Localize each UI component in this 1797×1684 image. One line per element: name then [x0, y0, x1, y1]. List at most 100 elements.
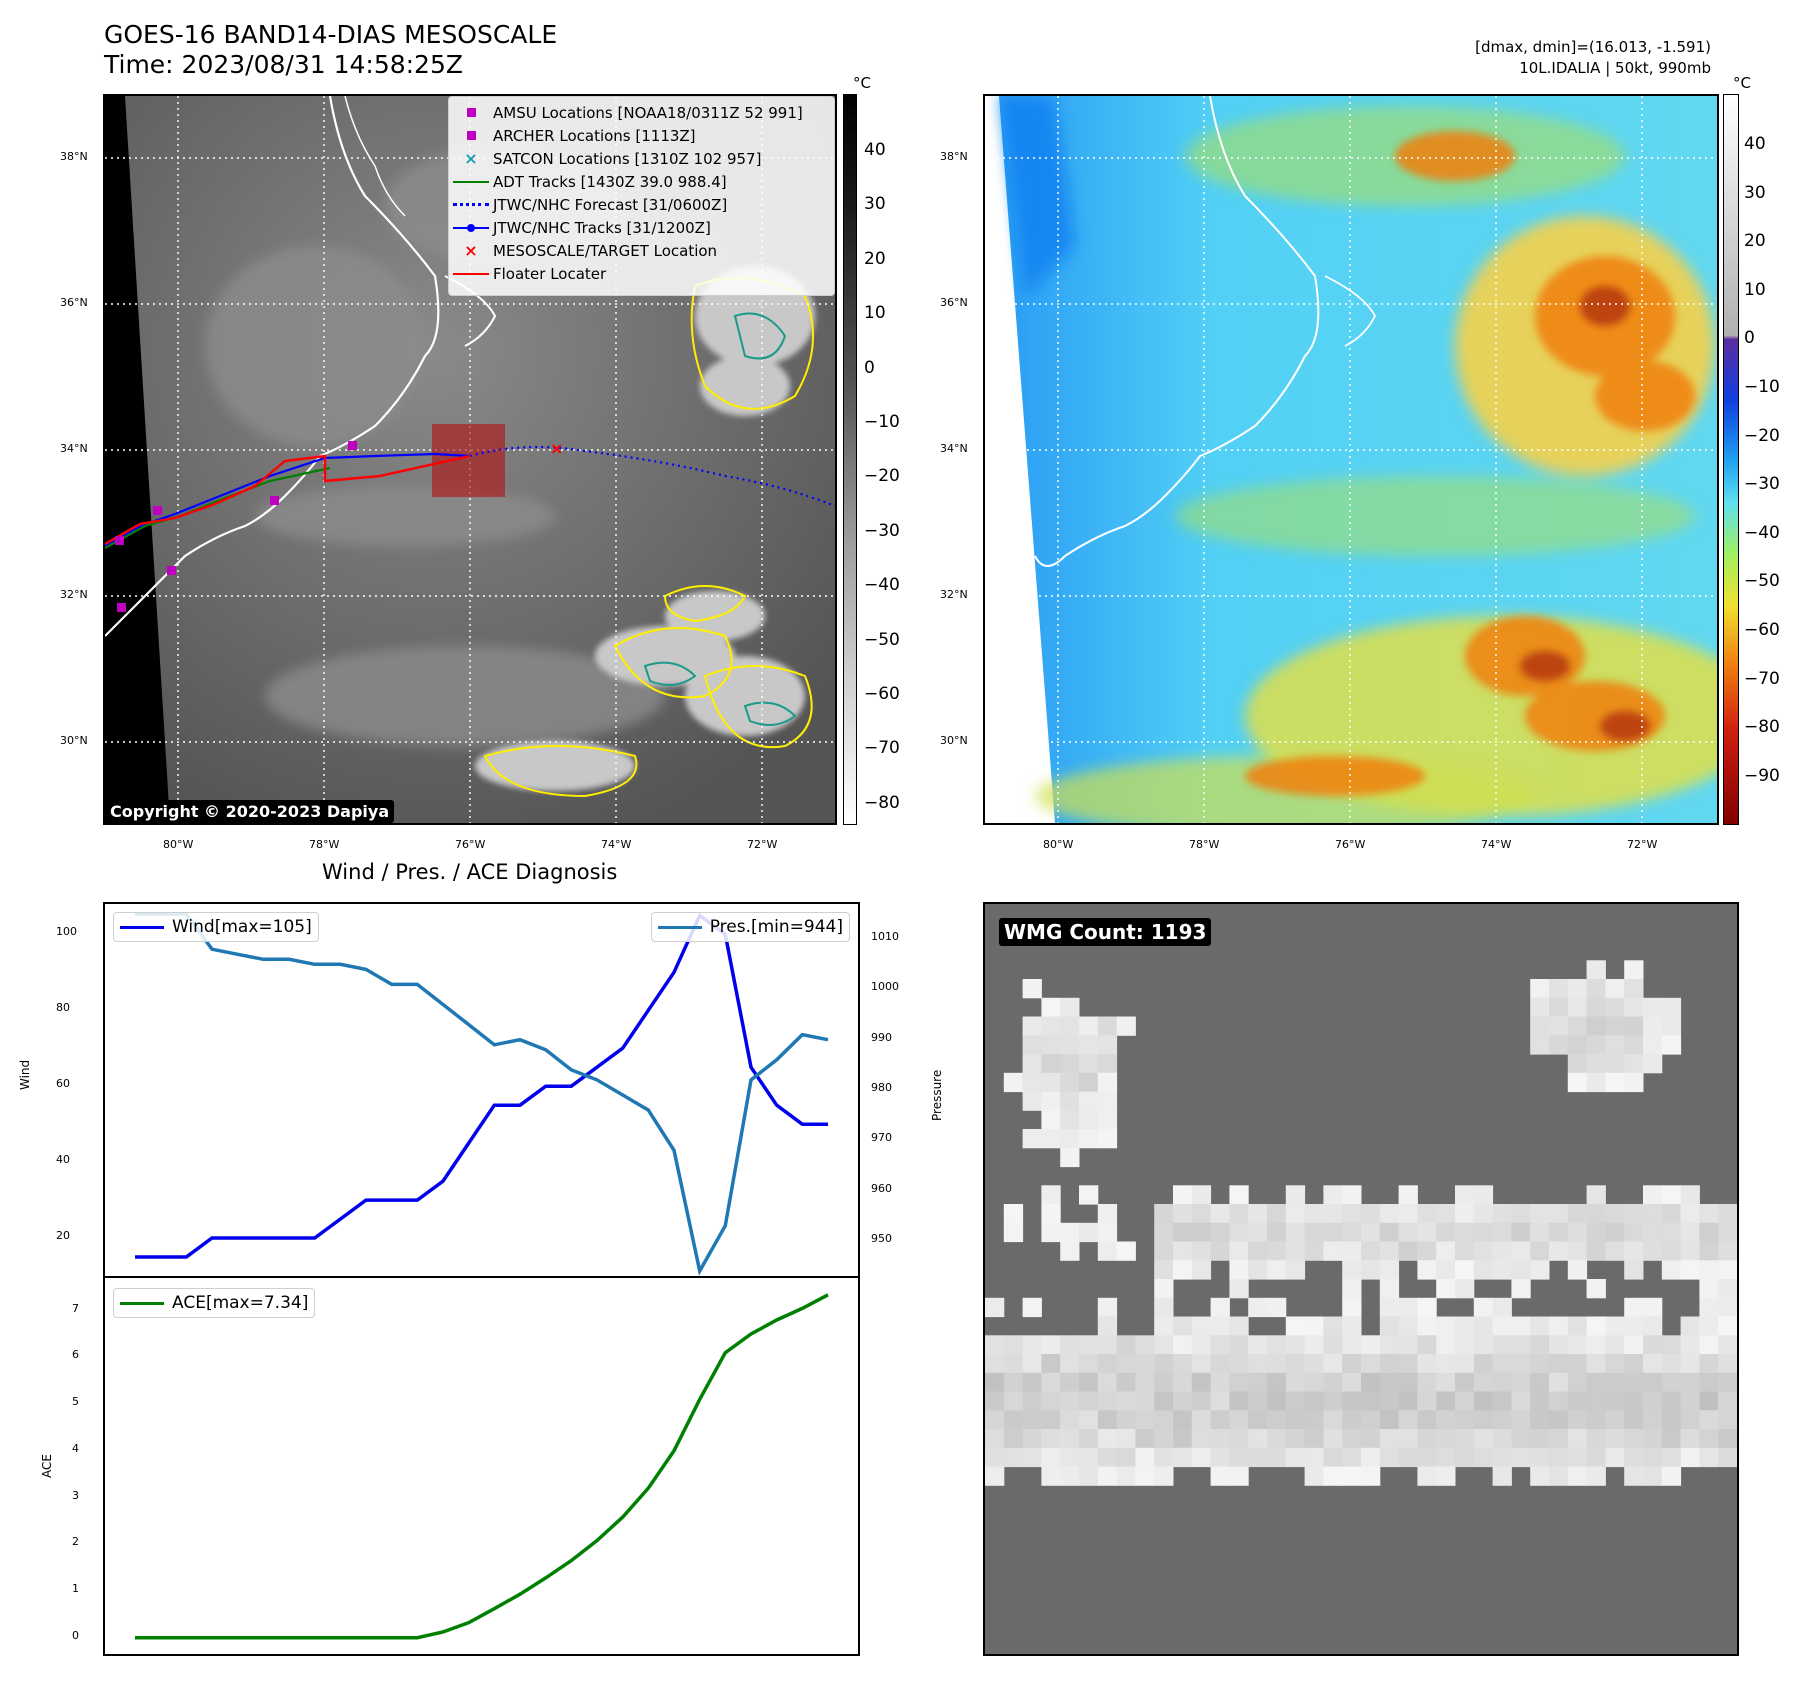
wmg-cell — [1060, 1410, 1080, 1430]
wmg-cell — [1267, 1335, 1287, 1355]
wmg-cell — [1248, 1335, 1268, 1355]
wmg-cell — [1455, 1279, 1475, 1299]
wmg-cell — [985, 1372, 1005, 1393]
wmg-cell — [1549, 1354, 1569, 1374]
wmg-cell — [1097, 1410, 1118, 1430]
wmg-cell — [1680, 1222, 1700, 1243]
wmg-cell — [1003, 1222, 1024, 1243]
wmg-cell — [1361, 1372, 1381, 1393]
wmg-cell — [1323, 1410, 1343, 1430]
wmg-cell — [1173, 1410, 1193, 1430]
wmg-cell — [1135, 1354, 1155, 1374]
wmg-cell — [1097, 1297, 1118, 1318]
wmg-cell — [1022, 1391, 1042, 1411]
wmg-cell — [1379, 1447, 1400, 1468]
wmg-cell — [1323, 1372, 1343, 1393]
wmg-cell — [1079, 1072, 1099, 1093]
pressure-tick-label: 980 — [871, 1081, 892, 1094]
wmg-cell — [1060, 1391, 1080, 1411]
wmg-cell — [1643, 1372, 1663, 1393]
wmg-cell — [1154, 1429, 1174, 1449]
wmg-cell — [1210, 1466, 1230, 1486]
wmg-cell — [1041, 1410, 1061, 1430]
wmg-cell — [1436, 1447, 1456, 1468]
wmg-cell — [1586, 979, 1606, 999]
pressure-tick-label: 950 — [871, 1231, 892, 1245]
wmg-cell — [1154, 1372, 1174, 1393]
wmg-cell — [1624, 997, 1644, 1018]
wmg-cell — [1586, 1391, 1606, 1411]
lon-label-72-right: 72°W — [1627, 838, 1658, 851]
wmg-cell — [1643, 1204, 1663, 1224]
wmg-cell — [1586, 1222, 1606, 1243]
gray-colorbar-tick: −60 — [864, 684, 900, 704]
wmg-cell — [1643, 1316, 1663, 1336]
wmg-cell — [1643, 1185, 1663, 1205]
wmg-cell — [1624, 1035, 1644, 1055]
wmg-cell — [1624, 1072, 1644, 1093]
wmg-cell — [1718, 1447, 1737, 1468]
wmg-cell — [1022, 1429, 1042, 1449]
wmg-cell — [1586, 1035, 1606, 1055]
wmg-cell — [1530, 1035, 1550, 1055]
wmg-cell — [1661, 1354, 1682, 1374]
wmg-cell — [1022, 1054, 1042, 1074]
wmg-cell — [1097, 1204, 1118, 1224]
wmg-cell — [1530, 1222, 1550, 1243]
wmg-cell — [1041, 1091, 1061, 1111]
wmg-cell — [1455, 1354, 1475, 1374]
wmg-cell — [1605, 979, 1625, 999]
wmg-cell — [1417, 1447, 1437, 1468]
wmg-cell — [1436, 1391, 1456, 1411]
wmg-cell — [1060, 997, 1080, 1018]
wmg-cell — [1210, 1204, 1230, 1224]
wmg-cell — [1398, 1335, 1418, 1355]
wmg-cell — [1718, 1391, 1737, 1411]
wmg-cell — [1624, 1054, 1644, 1074]
wmg-cell — [1680, 1204, 1700, 1224]
wind-legend: Wind[max=105] — [113, 912, 319, 942]
wmg-cell — [1624, 979, 1644, 999]
wmg-cell — [1041, 1204, 1061, 1224]
wmg-cell — [1379, 1372, 1400, 1393]
wmg-cell — [1079, 1035, 1099, 1055]
wmg-cell — [1492, 1354, 1512, 1374]
wmg-cell — [1323, 1447, 1343, 1468]
wmg-cell — [1191, 1447, 1212, 1468]
wmg-cell — [1097, 1016, 1118, 1036]
wmg-cell — [1116, 1447, 1136, 1468]
wmg-cell — [1041, 1222, 1061, 1243]
wmg-cell — [1154, 1222, 1174, 1243]
wmg-cell — [1661, 1241, 1682, 1261]
map-legend-symbol: × — [464, 240, 478, 260]
wmg-cell — [1661, 1016, 1682, 1036]
map-legend: AMSU Locations [NOAA18/0311Z 52 991] ARCH… — [448, 96, 835, 296]
wmg-cell — [1455, 1410, 1475, 1430]
wind-tick-label: 80 — [56, 1001, 70, 1015]
wmg-cell — [1361, 1222, 1381, 1243]
lat-label-36-left: 36°N — [60, 296, 88, 309]
wmg-cell — [1699, 1354, 1719, 1374]
wmg-cell — [1248, 1260, 1268, 1280]
wmg-cell — [1718, 1316, 1737, 1336]
wmg-count-badge: WMG Count: 1193 — [999, 918, 1212, 946]
wmg-cell — [1116, 1410, 1136, 1430]
wmg-cell — [1680, 1241, 1700, 1261]
wmg-cell — [1436, 1241, 1456, 1261]
wmg-cell — [1323, 1335, 1343, 1355]
wmg-cell — [1229, 1410, 1249, 1430]
wmg-cell — [1060, 1091, 1080, 1111]
wmg-cell — [1210, 1335, 1230, 1355]
wmg-cell — [1549, 979, 1569, 999]
gray-colorbar-unit: °C — [853, 74, 871, 92]
wmg-cell — [1248, 1372, 1268, 1393]
wmg-cell — [1191, 1260, 1212, 1280]
wmg-cell — [1605, 1072, 1625, 1093]
wmg-cell — [1323, 1429, 1343, 1449]
wmg-cell — [1173, 1204, 1193, 1224]
wmg-cell — [1154, 1297, 1174, 1318]
wmg-cell — [1417, 1241, 1437, 1261]
wmg-cell — [1003, 1335, 1024, 1355]
wmg-cell — [1680, 1185, 1700, 1205]
wmg-cell — [1361, 1260, 1381, 1280]
